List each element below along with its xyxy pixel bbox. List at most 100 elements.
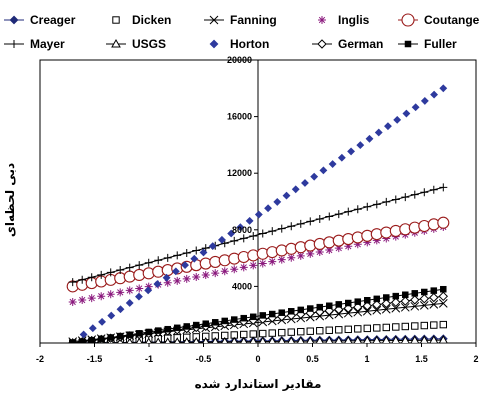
x-tick-label: 0 xyxy=(255,354,260,364)
legend-marker-dicken xyxy=(112,16,120,24)
point-dicken-36 xyxy=(411,322,419,330)
x-tick-label: 0.5 xyxy=(306,354,319,364)
point-inglis-19 xyxy=(249,261,258,270)
point-horton-25 xyxy=(310,172,319,181)
legend-marker-fuller xyxy=(404,40,412,48)
x-tick-label: 2 xyxy=(473,354,478,364)
point-inglis-7 xyxy=(135,284,144,293)
point-horton-34 xyxy=(393,115,402,124)
point-horton-30 xyxy=(356,141,365,150)
point-mayer-36 xyxy=(410,190,419,199)
point-usgs-34 xyxy=(391,335,401,343)
point-mayer-30 xyxy=(353,205,362,214)
x-tick-label: -1 xyxy=(145,354,153,364)
point-usgs-25 xyxy=(306,336,315,343)
point-dicken-26 xyxy=(316,327,324,335)
point-usgs-15 xyxy=(211,336,219,343)
y-tick-label: 20000 xyxy=(227,55,252,65)
point-fuller-36 xyxy=(411,290,419,297)
point-dicken-34 xyxy=(392,323,400,331)
legend-marker-german xyxy=(317,39,327,49)
point-dicken-21 xyxy=(268,329,276,337)
point-mayer-33 xyxy=(382,197,391,206)
legend-label-mayer: Mayer xyxy=(30,37,65,51)
point-inglis-30 xyxy=(353,240,362,249)
point-usgs-12 xyxy=(183,337,191,343)
point-inglis-13 xyxy=(192,272,201,281)
point-fuller-37 xyxy=(421,288,428,296)
legend: Creager Dicken Fanning Inglis Coutange Mayer U… xyxy=(4,13,480,51)
point-dicken-23 xyxy=(287,328,295,336)
point-usgs-7 xyxy=(136,337,143,343)
point-fuller-14 xyxy=(202,320,209,327)
point-german-33 xyxy=(381,298,391,309)
point-mayer-27 xyxy=(325,212,334,221)
point-inglis-25 xyxy=(306,249,315,258)
point-horton-29 xyxy=(347,147,355,156)
point-inglis-4 xyxy=(106,290,115,299)
point-dicken-27 xyxy=(325,326,333,334)
point-horton-12 xyxy=(190,254,199,263)
point-fuller-12 xyxy=(183,323,190,330)
legend-label-horton: Horton xyxy=(230,37,269,51)
point-fuller-1 xyxy=(78,338,86,343)
point-horton-23 xyxy=(291,185,300,194)
legend-marker-inglis xyxy=(318,16,326,24)
point-dicken-38 xyxy=(430,321,438,329)
point-dicken-32 xyxy=(373,324,381,332)
point-horton-15 xyxy=(218,235,226,244)
point-horton-14 xyxy=(208,242,217,251)
legend-marker-horton xyxy=(209,39,219,49)
point-fuller-23 xyxy=(288,308,295,315)
point-dicken-19 xyxy=(249,330,257,338)
series-line-german xyxy=(72,295,444,343)
point-fuller-17 xyxy=(230,316,238,323)
point-mayer-37 xyxy=(420,188,429,197)
point-horton-8 xyxy=(153,280,162,288)
point-fanning-33 xyxy=(381,304,391,314)
point-german-34 xyxy=(391,297,401,307)
legend-marker-coutange xyxy=(401,13,415,27)
point-dicken-33 xyxy=(382,323,390,332)
point-horton-13 xyxy=(199,248,208,257)
point-usgs-13 xyxy=(192,337,200,343)
point-mayer-26 xyxy=(315,214,324,223)
point-fuller-15 xyxy=(211,319,219,326)
point-mayer-19 xyxy=(249,231,258,240)
point-horton-27 xyxy=(328,160,337,168)
point-fuller-19 xyxy=(249,313,257,321)
point-usgs-10 xyxy=(164,337,172,343)
point-fuller-34 xyxy=(392,292,400,300)
point-fanning-38 xyxy=(429,300,439,309)
legend-label-usgs: USGS xyxy=(132,37,166,51)
point-usgs-31 xyxy=(363,335,372,343)
point-inglis-29 xyxy=(344,242,353,251)
point-inglis-28 xyxy=(334,244,343,253)
point-horton-38 xyxy=(430,90,439,99)
point-inglis-12 xyxy=(182,274,191,283)
point-fanning-36 xyxy=(410,301,420,311)
point-mayer-0 xyxy=(68,278,77,287)
point-usgs-8 xyxy=(145,337,152,343)
x-tick-label: -1.5 xyxy=(87,354,103,364)
point-horton-3 xyxy=(107,311,116,320)
point-usgs-19 xyxy=(249,336,257,343)
point-fuller-6 xyxy=(126,331,133,338)
point-usgs-30 xyxy=(353,335,362,343)
point-fuller-25 xyxy=(307,305,314,312)
point-mayer-7 xyxy=(135,261,144,270)
point-usgs-26 xyxy=(315,336,324,343)
point-fuller-24 xyxy=(297,306,305,314)
point-german-29 xyxy=(343,303,353,313)
point-inglis-10 xyxy=(163,278,172,287)
point-usgs-35 xyxy=(400,335,410,343)
point-usgs-29 xyxy=(344,335,353,343)
point-horton-16 xyxy=(227,229,236,238)
point-usgs-37 xyxy=(419,335,429,343)
point-horton-24 xyxy=(301,179,309,187)
point-mayer-4 xyxy=(106,268,115,277)
point-german-36 xyxy=(410,295,420,305)
y-axis-title: دبی لحظه‌ای xyxy=(3,163,17,237)
point-fuller-32 xyxy=(373,295,381,303)
